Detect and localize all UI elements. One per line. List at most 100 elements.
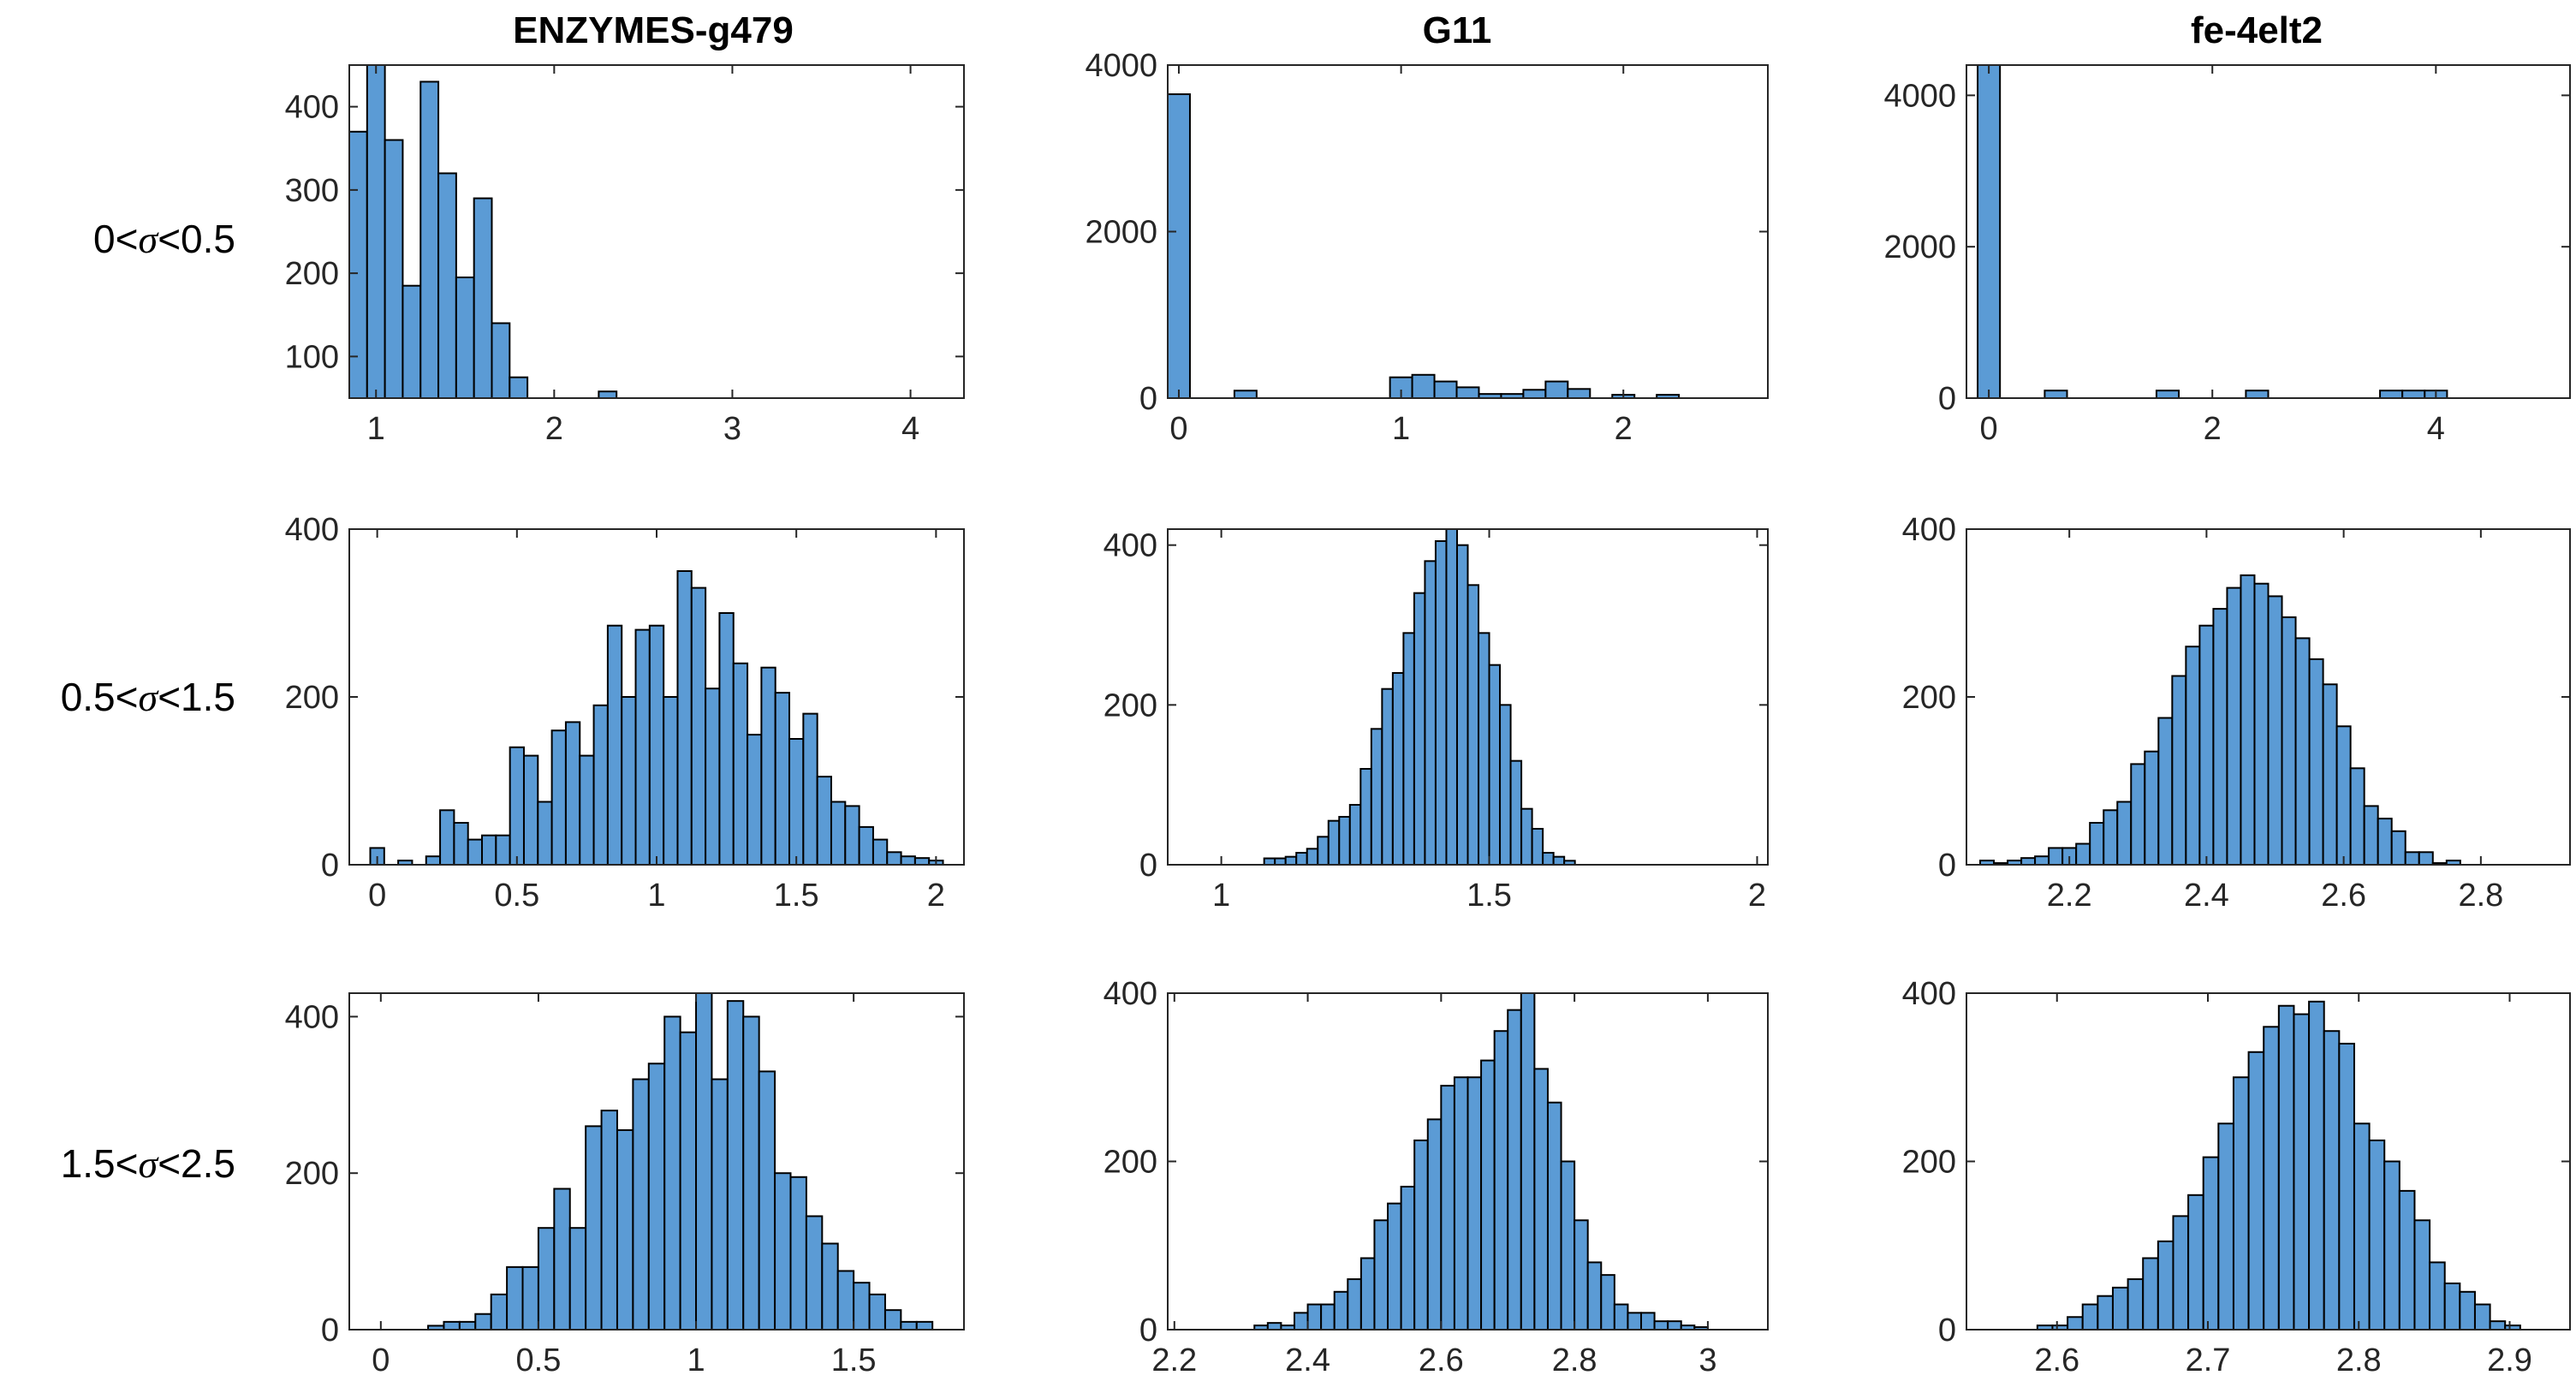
histogram-bar bbox=[427, 1325, 445, 1330]
histogram-bar bbox=[2263, 1026, 2280, 1330]
y-tick-label: 0 bbox=[1139, 1313, 1157, 1348]
histogram-bar bbox=[1563, 860, 1576, 865]
histogram-bar bbox=[1977, 65, 2002, 398]
histogram-bar bbox=[732, 662, 749, 865]
y-tick-label: 200 bbox=[1902, 1145, 1956, 1181]
histogram-bar bbox=[760, 666, 776, 865]
y-tick-label: 400 bbox=[1902, 512, 1956, 548]
y-tick-label: 100 bbox=[285, 339, 339, 375]
histogram-bar bbox=[2051, 1325, 2069, 1330]
histogram-bar bbox=[537, 1227, 556, 1330]
histogram-bar bbox=[1373, 1219, 1389, 1330]
histogram-bar bbox=[537, 801, 553, 865]
y-tick-label: 200 bbox=[285, 256, 339, 292]
histogram-bar bbox=[1680, 1325, 1696, 1330]
histogram-bar bbox=[2245, 390, 2270, 398]
y-tick-label: 4000 bbox=[1883, 78, 1956, 114]
y-tick-label: 200 bbox=[285, 680, 339, 716]
histogram-bar bbox=[1359, 1257, 1376, 1330]
x-tick-label: 4 bbox=[901, 411, 919, 447]
column-title-fe-4elt2: fe-4elt2 bbox=[2191, 9, 2323, 51]
histogram-bar bbox=[913, 857, 931, 865]
panel-g11-row2: 1 1.5 2 0 200 400 bbox=[1104, 528, 1769, 914]
histogram-bar bbox=[900, 855, 916, 865]
panel-enzymes-g479-row3: 0 0.5 1 1.5 0 200 400 bbox=[285, 992, 965, 1378]
histogram-bar bbox=[632, 1078, 650, 1330]
y-tick-label: 400 bbox=[1104, 528, 1157, 564]
histogram-bar bbox=[2007, 860, 2023, 865]
histogram-bar bbox=[384, 139, 404, 398]
y-tick-label: 200 bbox=[1104, 688, 1157, 723]
histogram-bar bbox=[915, 1320, 934, 1330]
histogram-bar bbox=[621, 696, 637, 865]
x-tick-label: 0.5 bbox=[494, 878, 539, 914]
y-tick-label: 0 bbox=[1139, 381, 1157, 417]
x-tick-label: 2.8 bbox=[2458, 878, 2503, 914]
x-tick-label: 2.2 bbox=[2047, 878, 2092, 914]
histogram-bar bbox=[634, 628, 651, 865]
x-tick-label: 0.5 bbox=[516, 1342, 562, 1378]
histogram-bar bbox=[2247, 1051, 2265, 1330]
y-tick-label: 0 bbox=[321, 848, 339, 884]
histogram-bar bbox=[1348, 804, 1362, 865]
histogram-bar bbox=[789, 1176, 807, 1330]
y-tick-label: 400 bbox=[285, 512, 339, 548]
histogram-bar bbox=[1455, 544, 1469, 865]
histogram-bar bbox=[522, 754, 539, 865]
y-tick-label: 0 bbox=[1938, 381, 1956, 417]
histogram-bar bbox=[1480, 1059, 1496, 1330]
histogram-bar bbox=[718, 612, 735, 865]
y-tick-label: 0 bbox=[1139, 848, 1157, 884]
y-tick-label: 2000 bbox=[1085, 215, 1157, 251]
histogram-bars bbox=[427, 993, 934, 1330]
histogram-bar bbox=[2368, 1139, 2386, 1330]
histogram-bar bbox=[690, 586, 707, 865]
histogram-bar bbox=[2232, 1076, 2250, 1330]
histogram-bars bbox=[1253, 993, 1709, 1330]
histogram-bar bbox=[2226, 586, 2242, 865]
x-tick-label: 2 bbox=[1615, 411, 1633, 447]
histogram-bar bbox=[1233, 390, 1258, 398]
histogram-bar bbox=[1693, 1326, 1709, 1330]
histogram-bar bbox=[509, 376, 529, 398]
histogram-bars bbox=[1979, 574, 2461, 865]
y-tick-label: 0 bbox=[321, 1313, 339, 1348]
histogram-bar bbox=[564, 721, 581, 865]
histogram-bar bbox=[2293, 1013, 2311, 1330]
histogram-bar bbox=[397, 860, 413, 865]
histogram-bar bbox=[1274, 857, 1287, 865]
row-label-sigma-1.5-2.5: 1.5<σ<2.5 bbox=[61, 1141, 235, 1186]
histogram-bar bbox=[455, 276, 475, 398]
histogram-bar bbox=[1284, 855, 1298, 865]
histogram-bar bbox=[1466, 1076, 1483, 1330]
x-tick-label: 0 bbox=[1169, 411, 1187, 447]
histogram-bar bbox=[2144, 750, 2160, 865]
x-tick-label: 2 bbox=[927, 878, 945, 914]
histogram-bar bbox=[521, 1265, 539, 1330]
histogram-bar bbox=[1574, 1219, 1589, 1330]
x-tick-label: 0 bbox=[368, 878, 386, 914]
plot-area bbox=[1168, 65, 1768, 398]
histogram-bar bbox=[2401, 390, 2426, 398]
x-tick-label: 4 bbox=[2427, 411, 2445, 447]
histogram-bar bbox=[443, 1320, 461, 1330]
histogram-bar bbox=[816, 776, 832, 865]
x-tick-label: 3 bbox=[723, 411, 741, 447]
histogram-bar bbox=[2379, 390, 2404, 398]
histogram-bar bbox=[349, 130, 368, 398]
histogram-bar bbox=[2034, 855, 2050, 865]
histogram-bar bbox=[2157, 1240, 2174, 1330]
histogram-bar bbox=[1266, 1322, 1282, 1330]
histogram-bar bbox=[1370, 728, 1383, 865]
histogram-bar bbox=[830, 801, 847, 865]
histogram-bar bbox=[2155, 390, 2180, 398]
panel-enzymes-g479-row2: 0 0.5 1 1.5 2 0 200 400 bbox=[285, 512, 965, 914]
x-tick-label: 2 bbox=[2204, 411, 2222, 447]
histogram-bar bbox=[458, 1320, 477, 1330]
histogram-bar bbox=[1522, 389, 1547, 398]
histogram-bar bbox=[647, 1063, 666, 1330]
histogram-bar bbox=[2253, 582, 2270, 865]
histogram-bar bbox=[2267, 595, 2283, 865]
